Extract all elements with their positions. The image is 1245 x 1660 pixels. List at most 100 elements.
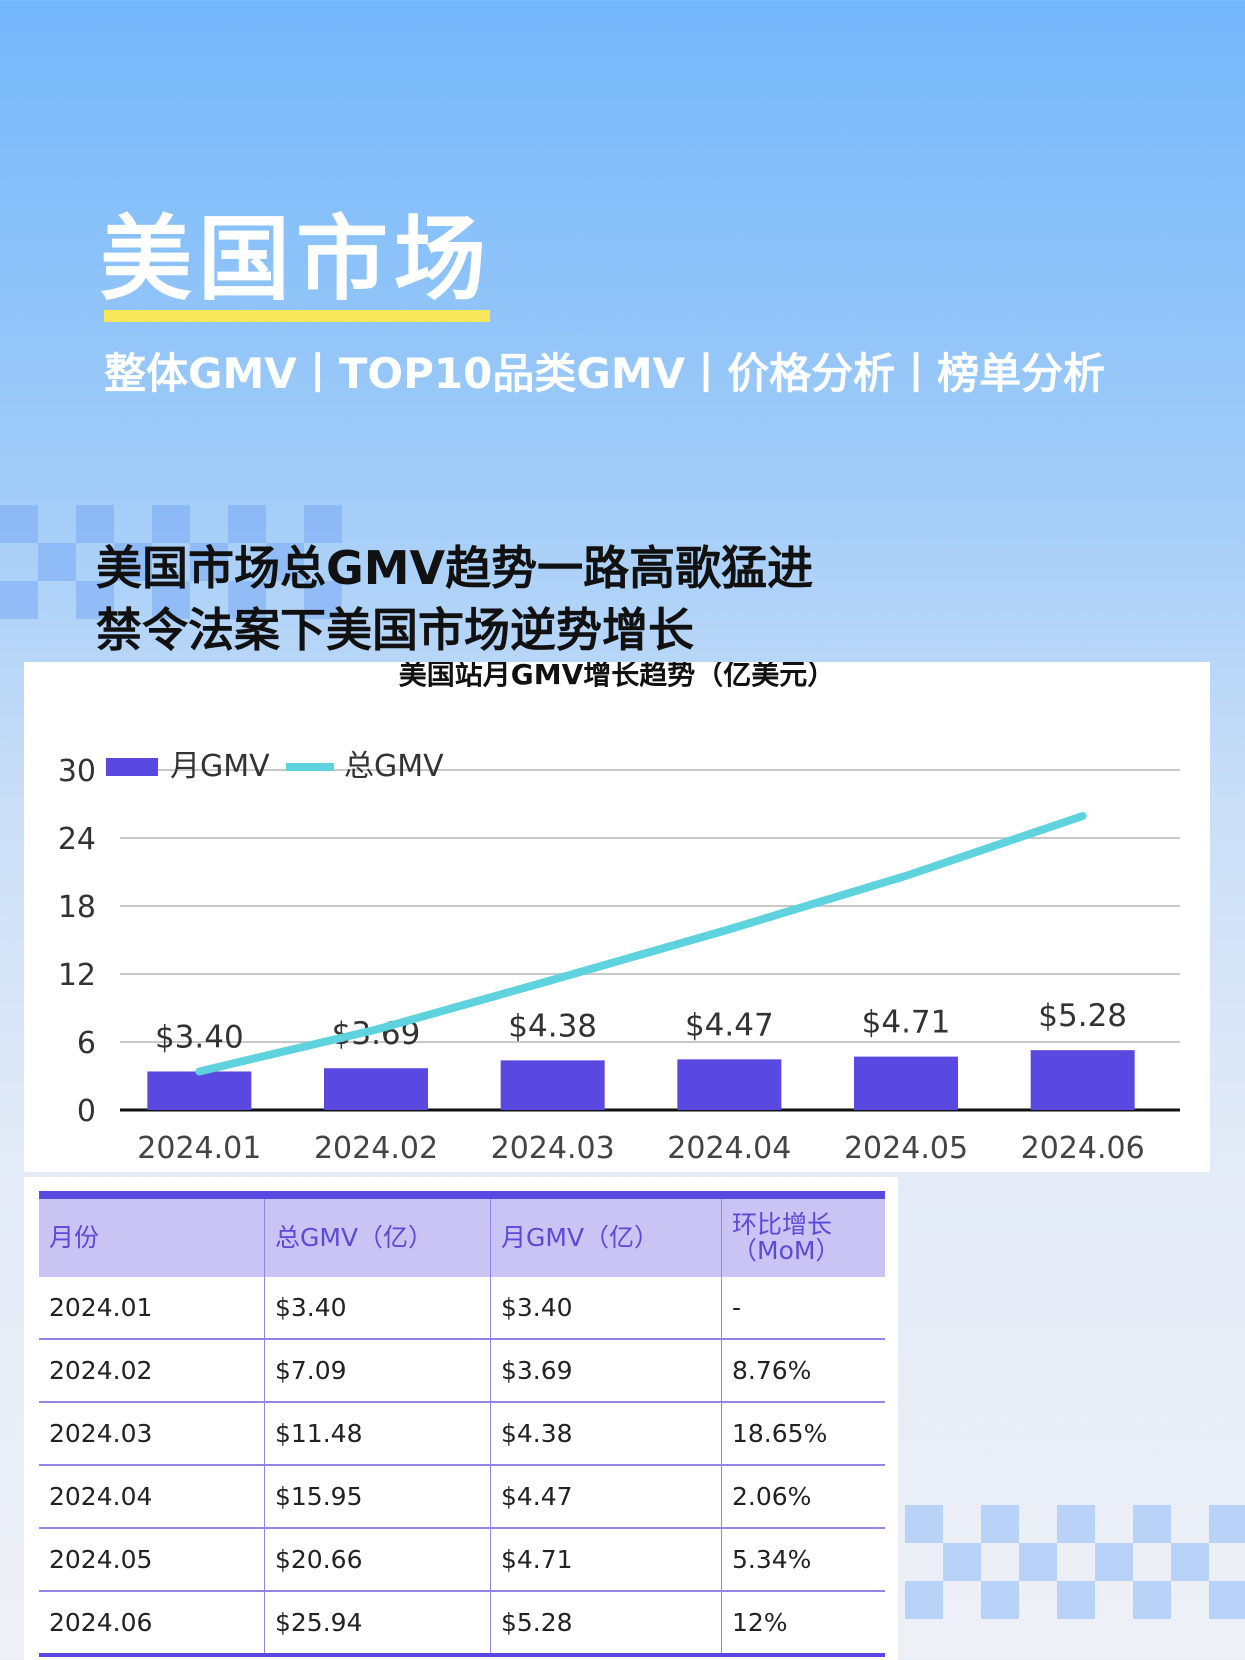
header-total-gmv: 总GMV（亿）	[264, 1191, 491, 1277]
table-cell: 18.65%	[721, 1402, 885, 1466]
bar-month-gmv	[500, 1060, 605, 1110]
table-cell: $3.40	[264, 1277, 491, 1340]
checker-square	[228, 581, 266, 619]
table-cell: $4.38	[490, 1402, 722, 1466]
table-cell: $3.40	[490, 1277, 722, 1340]
checker-square	[1095, 1543, 1133, 1581]
checker-square	[1133, 1505, 1171, 1543]
headline-line-1: 美国市场总GMV趋势一路高歌猛进	[96, 541, 814, 595]
checker-decoration-left	[0, 505, 342, 619]
checker-square	[228, 505, 266, 543]
table-cell: $25.94	[264, 1591, 491, 1657]
gmv-trend-chart: 美国站月GMV增长趋势（亿美元）0612182430$3.402024.01$3…	[58, 662, 1180, 1166]
bar-month-gmv	[854, 1056, 958, 1110]
table-panel: 月份 总GMV（亿） 月GMV（亿） 环比增长 （MoM） 2024.01 $3.…	[24, 1177, 898, 1660]
x-tick-label: 2024.01	[137, 1131, 261, 1166]
checker-square	[1171, 1543, 1209, 1581]
x-tick-label: 2024.03	[491, 1131, 615, 1166]
checker-square	[304, 505, 342, 543]
bar-month-gmv	[677, 1059, 782, 1110]
checker-square	[1209, 1505, 1245, 1543]
checker-square	[0, 581, 38, 619]
title-underline	[104, 310, 490, 322]
table-cell: $4.71	[490, 1528, 722, 1592]
table-cell: $5.28	[490, 1591, 722, 1657]
table-cell: $7.09	[264, 1339, 491, 1403]
checker-square	[1209, 1581, 1245, 1619]
x-tick-label: 2024.05	[844, 1131, 968, 1166]
header-month: 月份	[39, 1191, 265, 1277]
table-row: 2024.01 $3.40 $3.40-	[39, 1277, 885, 1340]
table-row: 2024.02 $7.09 $3.69 8.76%	[39, 1339, 885, 1403]
checker-square	[304, 581, 342, 619]
table-cell: 2024.02	[39, 1339, 265, 1403]
table-cell: $20.66	[264, 1528, 491, 1592]
checker-square	[0, 505, 38, 543]
y-tick-label: 30	[58, 754, 96, 789]
table-cell: $15.95	[264, 1465, 491, 1529]
y-tick-label: 18	[58, 890, 96, 925]
checker-square	[114, 543, 152, 581]
bar-data-label: $5.28	[1038, 998, 1127, 1034]
page-subtitle: 整体GMV丨TOP10品类GMV丨价格分析丨榜单分析	[104, 349, 1106, 398]
checker-square	[981, 1581, 1019, 1619]
chart-title: 美国站月GMV增长趋势（亿美元）	[399, 662, 836, 691]
table-cell: $11.48	[264, 1402, 491, 1466]
x-tick-label: 2024.04	[667, 1131, 791, 1166]
headline: 美国市场总GMV趋势一路高歌猛进 禁令法案下美国市场逆势增长	[96, 537, 813, 661]
bar-data-label: $4.47	[685, 1007, 774, 1043]
table-cell: 2024.01	[39, 1277, 265, 1340]
bar-month-gmv	[324, 1068, 428, 1110]
table-cell: 12%	[721, 1591, 885, 1657]
checker-square	[190, 543, 228, 581]
gmv-table: 月份 总GMV（亿） 月GMV（亿） 环比增长 （MoM） 2024.01 $3.…	[39, 1191, 885, 1657]
checker-square	[266, 543, 304, 581]
y-tick-label: 12	[58, 958, 96, 993]
table-cell: 2024.04	[39, 1465, 265, 1529]
y-tick-label: 24	[58, 822, 96, 857]
checker-square	[1133, 1581, 1171, 1619]
table-cell: $4.47	[490, 1465, 722, 1529]
table-header-row: 月份 总GMV（亿） 月GMV（亿） 环比增长 （MoM）	[39, 1191, 885, 1277]
bar-data-label: $3.40	[155, 1019, 244, 1055]
checker-square	[1057, 1581, 1095, 1619]
checker-square	[152, 505, 190, 543]
x-tick-label: 2024.06	[1021, 1131, 1145, 1166]
table-row: 2024.04 $15.95 $4.47 2.06%	[39, 1465, 885, 1529]
bar-month-gmv	[147, 1071, 252, 1110]
checker-decoration-right	[905, 1505, 1245, 1619]
bar-month-gmv	[1030, 1050, 1135, 1110]
table-cell: 8.76%	[721, 1339, 885, 1403]
table-cell: 2.06%	[721, 1465, 885, 1529]
y-tick-label: 0	[77, 1094, 96, 1129]
header-mom: 环比增长 （MoM）	[721, 1191, 885, 1277]
header-month-gmv: 月GMV（亿）	[490, 1191, 722, 1277]
total-gmv-line	[195, 812, 1087, 1076]
table-cell: 2024.06	[39, 1591, 265, 1657]
checker-square	[981, 1505, 1019, 1543]
headline-line-2: 禁令法案下美国市场逆势增长	[96, 603, 694, 657]
checker-square	[38, 543, 76, 581]
table-row: 2024.06 $25.94 $5.28 12%	[39, 1591, 885, 1657]
checker-square	[1057, 1505, 1095, 1543]
table-cell: 2024.05	[39, 1528, 265, 1592]
checker-square	[76, 581, 114, 619]
checker-square	[905, 1505, 943, 1543]
table-row: 2024.03 $11.48 $4.38 18.65%	[39, 1402, 885, 1466]
legend-label-month-gmv: 月GMV	[170, 749, 270, 784]
y-tick-label: 6	[77, 1026, 96, 1061]
checker-square	[152, 581, 190, 619]
table-row: 2024.05 $20.66 $4.71 5.34%	[39, 1528, 885, 1592]
chart-panel: 美国站月GMV增长趋势（亿美元） 0 6 12 18 24 30 $3.40 2024.01 $3…	[24, 662, 1210, 1172]
checker-square	[1019, 1543, 1057, 1581]
checker-square	[943, 1543, 981, 1581]
table-cell: -	[721, 1277, 885, 1340]
bar-data-label: $4.38	[508, 1008, 597, 1044]
checker-square	[76, 505, 114, 543]
x-tick-label: 2024.02	[314, 1131, 438, 1166]
legend-label-total-gmv: 总GMV	[344, 749, 444, 784]
checker-square	[905, 1581, 943, 1619]
table-cell: 5.34%	[721, 1528, 885, 1592]
bar-data-label: $4.71	[862, 1005, 951, 1041]
page-title: 美国市场	[100, 206, 493, 313]
